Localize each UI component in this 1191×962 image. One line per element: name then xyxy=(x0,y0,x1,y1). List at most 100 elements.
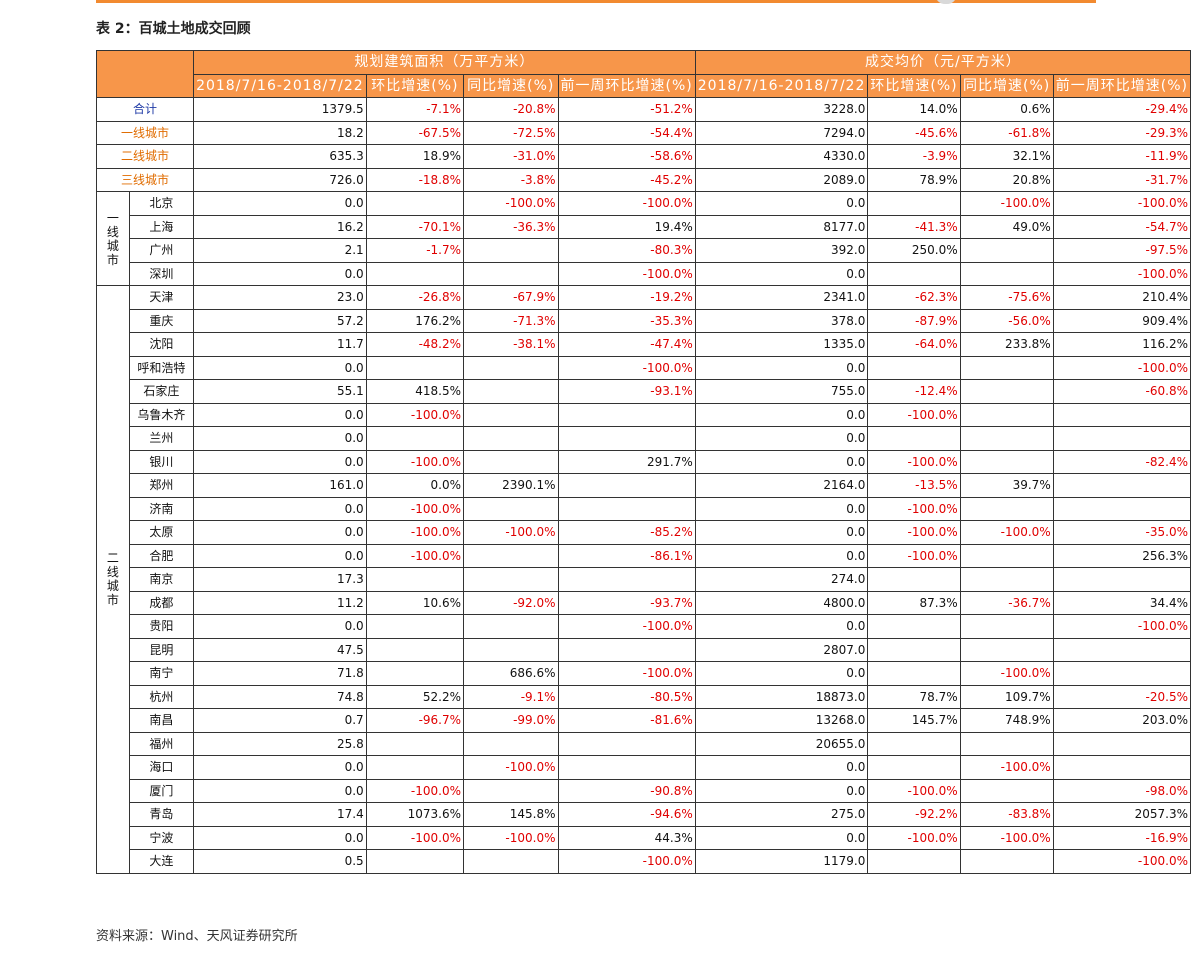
table-cell: 109.7% xyxy=(959,684,1054,709)
table-cell: -36.7% xyxy=(959,590,1054,615)
table-cell: 0.0 xyxy=(694,426,869,451)
table-cell: 0.7 xyxy=(193,708,367,733)
table-row-summary: 一线城市 18.2 -67.5% -72.5% -54.4% 7294.0 -45.6% -6… xyxy=(95,120,1191,145)
table-cell xyxy=(463,637,559,662)
table-cell: 0.0 xyxy=(694,261,869,286)
table-cell xyxy=(959,402,1054,427)
table-cell xyxy=(1052,731,1191,756)
table-cell: 0.0 xyxy=(694,496,869,521)
table-cell: -7.1% xyxy=(365,97,465,122)
table-cell: -100.0% xyxy=(959,825,1054,850)
table-row: 济南 0.0 -100.0% 0.0 -100.0% xyxy=(97,496,1191,521)
table-cell: -94.6% xyxy=(557,802,696,827)
table-cell: -100.0% xyxy=(557,849,696,874)
table-cell: 256.3% xyxy=(1052,543,1191,568)
city-name: 合肥 xyxy=(128,543,195,568)
table-cell: 2.1 xyxy=(193,238,367,263)
table-cell: 378.0 xyxy=(694,308,869,333)
table-cell xyxy=(959,379,1054,404)
table-cell: 49.0% xyxy=(959,214,1054,239)
table-cell: 0.0 xyxy=(193,520,367,545)
table-cell: 0.0 xyxy=(193,449,367,474)
city-name: 北京 xyxy=(128,191,195,216)
header-col: 前一周环比增速(%) xyxy=(557,73,696,98)
table-cell: -61.8% xyxy=(959,120,1054,145)
table-row: 石家庄 55.1 418.5% -93.1% 755.0 -12.4% -60.8% xyxy=(97,379,1191,404)
table-cell: 0.0 xyxy=(193,261,367,286)
table-cell xyxy=(463,614,559,639)
table-cell: -87.9% xyxy=(867,308,961,333)
table-cell: -100.0% xyxy=(959,755,1054,780)
table-cell xyxy=(365,731,465,756)
table-row: 兰州 0.0 0.0 xyxy=(97,426,1191,451)
table-cell: -62.3% xyxy=(867,285,961,310)
table-cell xyxy=(365,661,465,686)
table-cell: 274.0 xyxy=(694,567,869,592)
table-caption: 表 2：百城土地成交回顾 xyxy=(96,21,251,37)
table-cell xyxy=(959,849,1054,874)
city-name: 银川 xyxy=(128,449,195,474)
tier-label: 三线城市 xyxy=(95,167,195,192)
table-cell xyxy=(463,449,559,474)
table-body: 合计 1379.5 -7.1% -20.8% -51.2% 3228.0 14.0% 0.6%… xyxy=(95,97,1191,874)
table-cell: -64.0% xyxy=(867,332,961,357)
table-cell: 4800.0 xyxy=(694,590,869,615)
header-col: 同比增速(%) xyxy=(463,73,559,98)
table-cell: -100.0% xyxy=(867,825,961,850)
city-name: 杭州 xyxy=(128,684,195,709)
table-cell: 16.2 xyxy=(193,214,367,239)
table-cell: -71.3% xyxy=(463,308,559,333)
table-cell: 55.1 xyxy=(193,379,367,404)
table-cell: 392.0 xyxy=(694,238,869,263)
table-cell: 32.1% xyxy=(959,144,1054,169)
city-name: 南宁 xyxy=(128,661,195,686)
table-cell: -86.1% xyxy=(557,543,696,568)
table-row: 宁波 0.0 -100.0% -100.0% 44.3% 0.0 -100.0% -100.0… xyxy=(97,825,1191,850)
table-cell xyxy=(557,402,696,427)
table-cell: -100.0% xyxy=(463,755,559,780)
table-cell: -20.5% xyxy=(1052,684,1191,709)
table-cell: 0.0 xyxy=(193,825,367,850)
table-cell: 0.0 xyxy=(694,520,869,545)
table-cell xyxy=(867,661,961,686)
table-cell xyxy=(557,473,696,498)
city-name: 济南 xyxy=(128,496,195,521)
table-cell: 2057.3% xyxy=(1052,802,1191,827)
city-name: 海口 xyxy=(128,755,195,780)
table-cell xyxy=(463,426,559,451)
header-col: 2018/7/16-2018/7/22 xyxy=(193,73,367,98)
table-cell: -93.1% xyxy=(557,379,696,404)
table-cell: 3228.0 xyxy=(694,97,869,122)
city-name: 上海 xyxy=(128,214,195,239)
table-cell xyxy=(463,731,559,756)
table-row-summary: 二线城市 635.3 18.9% -31.0% -58.6% 4330.0 -3.9% 32.… xyxy=(95,144,1191,169)
table-cell: 0.0 xyxy=(694,825,869,850)
table-cell: 0.0 xyxy=(694,191,869,216)
table-cell: 210.4% xyxy=(1052,285,1191,310)
table-cell: 87.3% xyxy=(867,590,961,615)
table-row: 贵阳 0.0 -100.0% 0.0 -100.0% xyxy=(97,614,1191,639)
table-cell: -100.0% xyxy=(365,402,465,427)
table-cell xyxy=(959,449,1054,474)
table-cell: -100.0% xyxy=(365,496,465,521)
table-cell: -98.0% xyxy=(1052,778,1191,803)
table-row: 青岛 17.4 1073.6% 145.8% -94.6% 275.0 -92.2% -83.… xyxy=(97,802,1191,827)
table-row: 银川 0.0 -100.0% 291.7% 0.0 -100.0% -82.4% xyxy=(97,449,1191,474)
table-cell: -100.0% xyxy=(557,261,696,286)
table-cell: -54.4% xyxy=(557,120,696,145)
table-cell xyxy=(867,614,961,639)
table-cell xyxy=(867,567,961,592)
city-name: 贵阳 xyxy=(128,614,195,639)
table-row: 重庆 57.2 176.2% -71.3% -35.3% 378.0 -87.9% -56.0… xyxy=(97,308,1191,333)
table-cell: 7294.0 xyxy=(694,120,869,145)
table-cell: -100.0% xyxy=(867,520,961,545)
table-cell xyxy=(365,614,465,639)
table-cell xyxy=(1052,661,1191,686)
table-cell: -100.0% xyxy=(365,778,465,803)
table-cell: -54.7% xyxy=(1052,214,1191,239)
table-cell: 17.4 xyxy=(193,802,367,827)
city-name: 福州 xyxy=(128,731,195,756)
table-cell: 18.9% xyxy=(365,144,465,169)
table-cell xyxy=(867,637,961,662)
city-name: 宁波 xyxy=(128,825,195,850)
